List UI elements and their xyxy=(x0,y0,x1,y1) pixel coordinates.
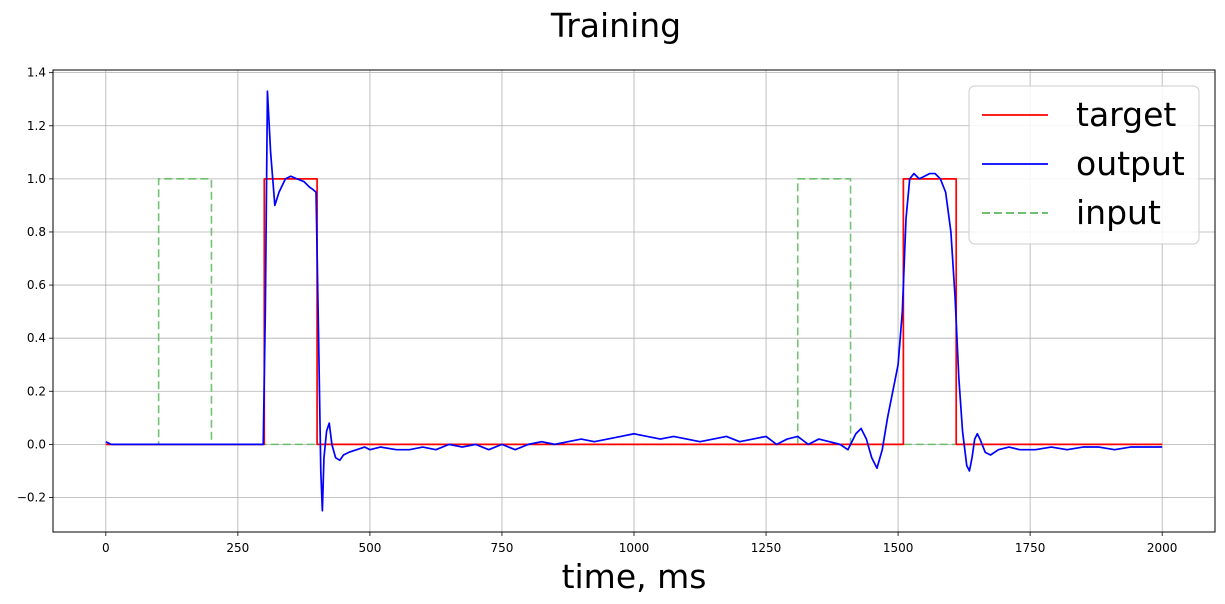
x-tick-label: 1250 xyxy=(751,541,782,555)
legend-input-label: input xyxy=(1076,193,1161,232)
x-tick-label: 750 xyxy=(491,541,514,555)
x-axis-label: time, ms xyxy=(562,557,707,596)
legend-box xyxy=(968,85,1200,245)
x-tick-label: 1000 xyxy=(619,541,650,555)
x-tick-label: 250 xyxy=(226,541,249,555)
y-tick-label: −0.2 xyxy=(17,490,46,504)
y-tick-label: 0.8 xyxy=(27,225,46,239)
y-tick-label: 0.4 xyxy=(27,331,46,345)
legend: target output input xyxy=(968,85,1200,245)
y-tick-label: 0.6 xyxy=(27,278,46,292)
x-tick-label: 2000 xyxy=(1147,541,1178,555)
chart-title: Training xyxy=(550,6,681,45)
x-tick-label: 500 xyxy=(358,541,381,555)
y-tick-label: 0.0 xyxy=(27,437,46,451)
x-tick-label: 1750 xyxy=(1015,541,1046,555)
y-tick-label: 1.4 xyxy=(27,66,46,80)
series-lines xyxy=(105,90,1163,512)
x-tick-label: 0 xyxy=(102,541,110,555)
legend-output-label: output xyxy=(1076,144,1185,183)
series-output-line xyxy=(105,90,1163,512)
legend-target-label: target xyxy=(1076,95,1176,134)
y-tick-label: 1.2 xyxy=(27,119,46,133)
y-tick-label: 0.2 xyxy=(27,384,46,398)
y-tick-label: 1.0 xyxy=(27,172,46,186)
x-tick-label: 1500 xyxy=(883,541,914,555)
y-axis-ticks: −0.2 0.0 0.2 0.4 0.6 0.8 1.0 1.2 1.4 xyxy=(17,66,53,504)
x-axis-ticks: 0 250 500 750 1000 1250 1500 1750 2000 xyxy=(102,532,1177,555)
